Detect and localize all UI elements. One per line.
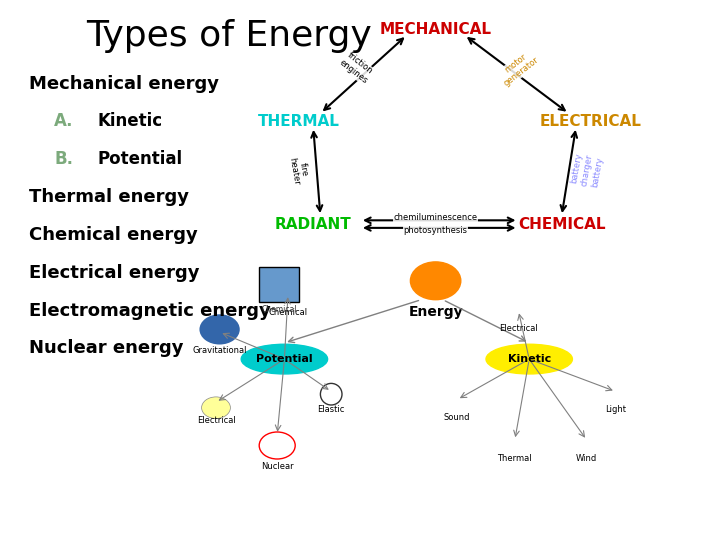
Text: Light: Light <box>605 405 626 414</box>
Text: Wind: Wind <box>576 454 598 463</box>
Text: A.: A. <box>54 112 73 131</box>
Ellipse shape <box>486 345 572 374</box>
Text: RADIANT: RADIANT <box>275 217 351 232</box>
Text: Electromagnetic energy: Electromagnetic energy <box>29 301 271 320</box>
Text: Nuclear energy: Nuclear energy <box>29 339 184 357</box>
Circle shape <box>410 262 461 300</box>
Text: Electrical: Electrical <box>197 416 235 425</box>
Text: Chemical energy: Chemical energy <box>29 226 197 244</box>
Text: ELECTRICAL: ELECTRICAL <box>539 114 642 129</box>
Text: Gravitational: Gravitational <box>192 346 247 355</box>
Text: Electrical: Electrical <box>499 324 538 333</box>
Text: Thermal energy: Thermal energy <box>29 188 189 206</box>
Text: B.: B. <box>54 150 73 168</box>
Text: Kinetic: Kinetic <box>97 112 162 131</box>
Text: Sound: Sound <box>444 413 470 422</box>
Text: battery
charger
battery: battery charger battery <box>570 151 604 189</box>
Text: Types of Energy: Types of Energy <box>86 19 372 53</box>
Text: Nuclear: Nuclear <box>261 462 294 471</box>
Text: friction
engines: friction engines <box>337 50 376 85</box>
Text: Electrical energy: Electrical energy <box>29 264 199 282</box>
Text: Chemical: Chemical <box>269 308 307 317</box>
Text: Kinetic: Kinetic <box>508 354 551 364</box>
Circle shape <box>199 314 240 345</box>
Ellipse shape <box>241 345 328 374</box>
Text: Energy: Energy <box>408 305 463 319</box>
Circle shape <box>202 397 230 418</box>
Text: Chemical: Chemical <box>261 305 297 314</box>
Text: THERMAL: THERMAL <box>258 114 340 129</box>
Text: Potential: Potential <box>256 354 312 364</box>
Text: CHEMICAL: CHEMICAL <box>518 217 606 232</box>
FancyBboxPatch shape <box>259 267 299 302</box>
Text: Elastic: Elastic <box>318 405 345 414</box>
Text: Potential: Potential <box>97 150 182 168</box>
Text: chemiluminescence: chemiluminescence <box>394 213 477 221</box>
Text: Thermal: Thermal <box>498 454 532 463</box>
Text: fire
heater: fire heater <box>287 155 311 185</box>
Text: motor
generator: motor generator <box>496 47 541 88</box>
Text: MECHANICAL: MECHANICAL <box>379 22 492 37</box>
Text: photosynthesis: photosynthesis <box>404 226 467 235</box>
Text: Mechanical energy: Mechanical energy <box>29 75 219 93</box>
